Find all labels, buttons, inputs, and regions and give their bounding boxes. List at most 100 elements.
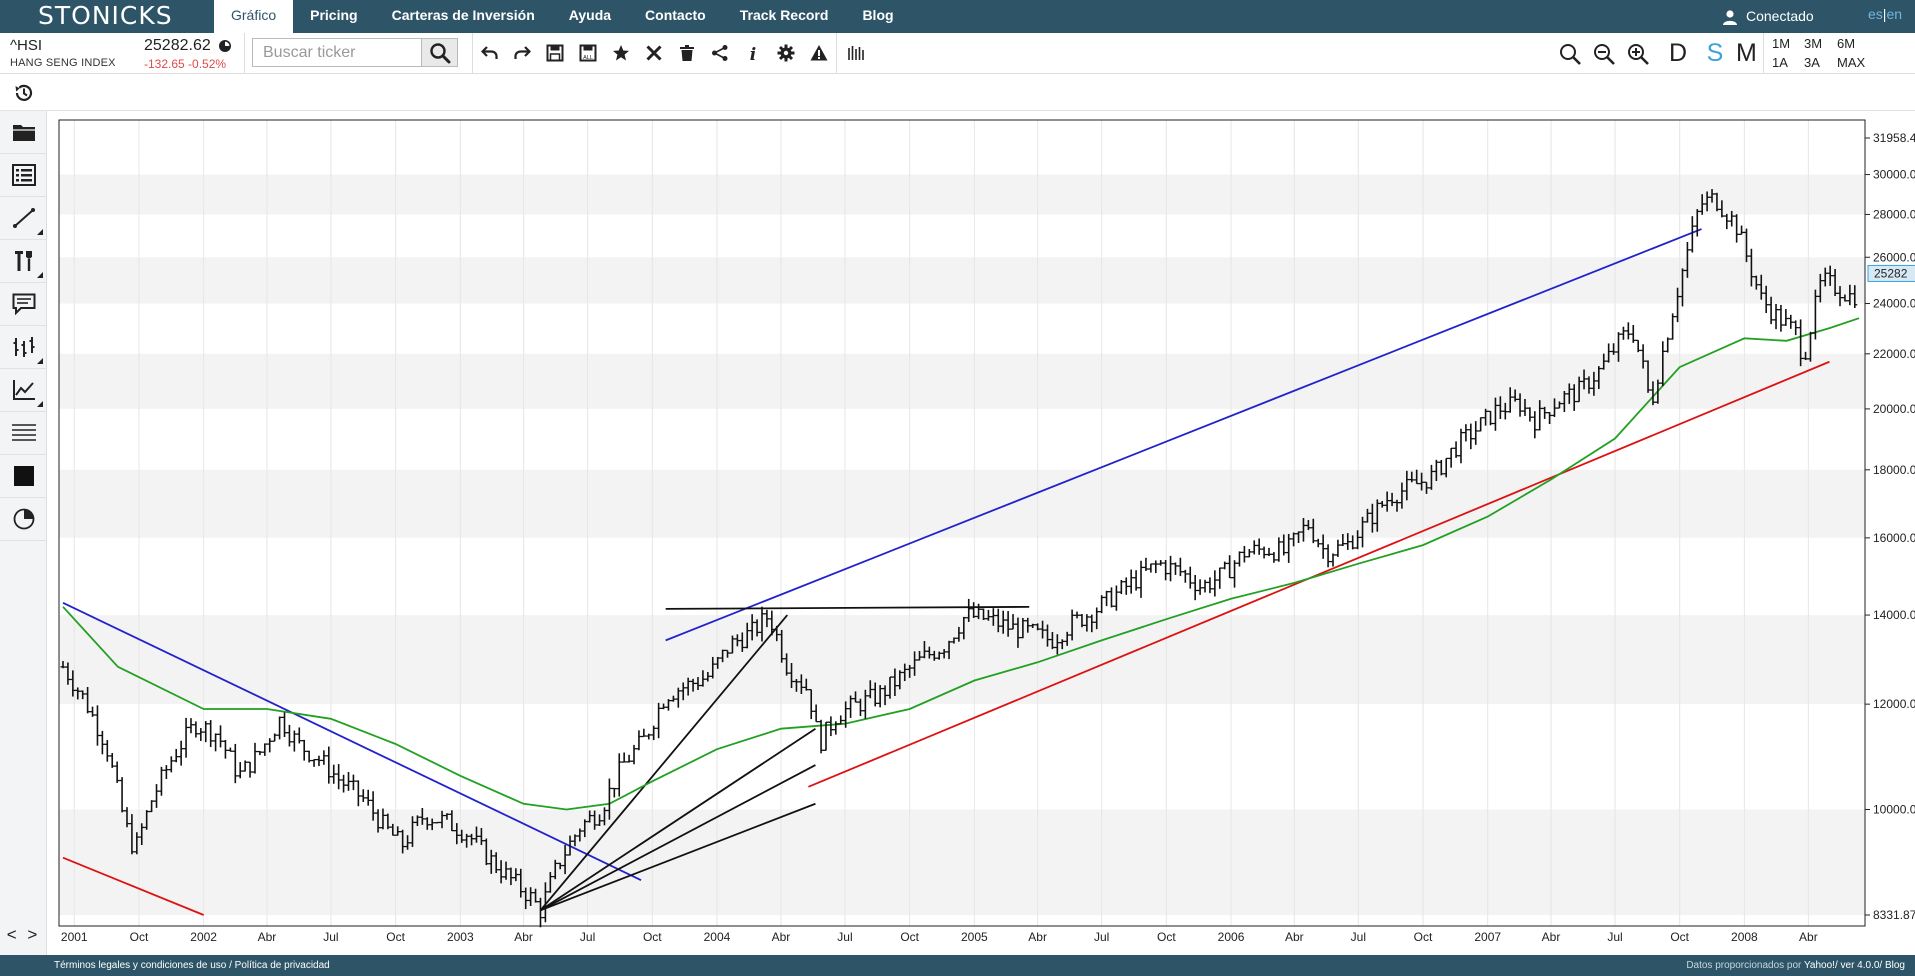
range-1m-button[interactable]: 1M: [1772, 36, 1791, 51]
range-1a-button[interactable]: 1A: [1772, 55, 1788, 70]
star-icon[interactable]: [610, 42, 632, 64]
sidebar-item-comment[interactable]: [0, 283, 47, 326]
sidebar-item-list[interactable]: [0, 154, 47, 197]
save-icon[interactable]: [544, 42, 566, 64]
gear-icon[interactable]: [775, 42, 797, 64]
user-status[interactable]: Conectado: [1722, 0, 1814, 33]
top-nav: STONICKS Gráfico Pricing Carteras de Inv…: [0, 0, 1915, 33]
comment-icon: [12, 293, 35, 315]
horizontal-lines-icon: [11, 424, 36, 441]
trend-line: [540, 802, 816, 912]
period-weekly-button[interactable]: S: [1697, 38, 1733, 78]
x-tick-label: Oct: [1670, 930, 1689, 944]
x-tick-label: 2002: [190, 930, 217, 944]
submenu-indicator: [37, 229, 43, 235]
chart-area[interactable]: 31958.4 30000.0 28000.0 26000.0 24000.0 22000…: [57, 118, 1915, 945]
lang-en-link[interactable]: en: [1886, 6, 1903, 22]
range-6m-button[interactable]: 6M: [1837, 36, 1856, 51]
chart-background-bands: [59, 138, 1865, 915]
svg-text:i: i: [750, 45, 756, 62]
data-source-links[interactable]: Yahoo!/ ver 4.0.0/ Blog: [1804, 960, 1905, 971]
x-tick-label: 2004: [704, 930, 731, 944]
warning-icon[interactable]: [808, 42, 830, 64]
folder-icon: [12, 125, 35, 141]
list-icon: [11, 164, 36, 186]
chart-line-icon: [12, 380, 35, 400]
nav-tab-contacto[interactable]: Contacto: [645, 7, 706, 23]
sidebar-item-tools[interactable]: [0, 240, 47, 283]
user-icon: [1723, 9, 1737, 25]
submenu-indicator: [37, 358, 43, 364]
nav-tab-track-record[interactable]: Track Record: [739, 7, 829, 23]
sidebar-item-open[interactable]: [0, 111, 47, 154]
footer: Términos legales y condiciones de uso / …: [0, 955, 1915, 976]
period-monthly-button[interactable]: M: [1736, 39, 1757, 67]
svg-text:ALL: ALL: [583, 55, 593, 61]
nav-tab-pricing[interactable]: Pricing: [310, 7, 358, 23]
y-tick-label: 12000.0: [1873, 697, 1915, 711]
x-tick-label: Abr: [1285, 930, 1304, 944]
zoom-out-icon[interactable]: [1592, 42, 1616, 66]
undo-icon[interactable]: [479, 42, 501, 64]
nav-tab-grafico[interactable]: Gráfico: [214, 0, 294, 33]
range-max-button[interactable]: MAX: [1837, 55, 1866, 70]
vertical-gridlines: [73, 120, 1809, 926]
data-source-label: Datos proporcionados por: [1686, 960, 1802, 971]
x-tick-label: Jul: [580, 930, 595, 944]
save-all-icon[interactable]: ALL: [577, 42, 599, 64]
zoom-in-icon[interactable]: [1626, 42, 1650, 66]
search-button[interactable]: [421, 38, 458, 67]
background-band: [59, 174, 1865, 215]
submenu-indicator: [37, 272, 43, 278]
sidebar-item-line-tool[interactable]: [0, 197, 47, 240]
x-tick-label: 2001: [61, 930, 88, 944]
sidebar-item-indicators[interactable]: [0, 326, 47, 369]
nav-tab-ayuda[interactable]: Ayuda: [568, 7, 612, 23]
y-tick-label: 30000.0: [1873, 168, 1915, 182]
chart-toolbar: ^HSI HANG SENG INDEX 25282.62 -132.65 -0…: [0, 33, 1915, 78]
trash-icon[interactable]: [676, 42, 698, 64]
lang-es-link[interactable]: es: [1868, 6, 1883, 22]
price-bars-layer: [60, 189, 1858, 928]
share-icon[interactable]: [709, 42, 731, 64]
info-icon[interactable]: i: [742, 42, 764, 64]
y-tick-label: 10000.0: [1873, 803, 1915, 817]
history-icon[interactable]: [13, 82, 35, 104]
background-band: [59, 138, 1865, 175]
drawings-layer[interactable]: [62, 228, 1830, 916]
y-tick-label: 28000.0: [1873, 207, 1915, 221]
y-tick-label: 31958.4: [1873, 131, 1915, 145]
y-tick-label: 18000.0: [1873, 463, 1915, 477]
y-tick-label: 8331.87: [1873, 908, 1915, 922]
nav-tab-blog[interactable]: Blog: [862, 7, 894, 23]
sidebar-item-chart-line[interactable]: [0, 369, 47, 412]
bars-icon[interactable]: [845, 42, 867, 64]
sidebar-collapse-button[interactable]: < >: [6, 925, 41, 944]
trend-line: [539, 614, 788, 911]
x-tick-label: 2006: [1218, 930, 1245, 944]
range-3m-button[interactable]: 3M: [1804, 36, 1823, 51]
zoom-fit-icon[interactable]: [1558, 42, 1582, 66]
current-price-box: [1867, 264, 1915, 282]
sidebar-item-pie[interactable]: [0, 498, 47, 541]
price-chart[interactable]: 31958.4 30000.0 28000.0 26000.0 24000.0 22000…: [57, 118, 1915, 945]
close-icon[interactable]: [643, 42, 665, 64]
nav-tab-carteras[interactable]: Carteras de Inversión: [391, 7, 535, 23]
x-tick-label: 2003: [447, 930, 474, 944]
redo-icon[interactable]: [511, 42, 533, 64]
background-band: [59, 704, 1865, 810]
current-price-label: 25282: [1874, 266, 1908, 280]
range-3a-button[interactable]: 3A: [1804, 55, 1820, 70]
brand-logo[interactable]: STONICKS: [38, 1, 173, 30]
trend-line: [540, 764, 816, 912]
trend-line: [808, 360, 1830, 788]
sidebar-item-color[interactable]: [0, 455, 47, 498]
period-daily-button[interactable]: D: [1669, 39, 1688, 67]
x-tick-label: Abr: [1799, 930, 1818, 944]
x-axis: 2001 Oct 2002 Abr Jul Oct 2003 Abr Jul Oct 2004 Abr…: [61, 930, 1818, 944]
ticker-search-input[interactable]: [252, 38, 422, 67]
legal-terms-link[interactable]: Términos legales y condiciones de uso: [54, 960, 227, 971]
footer-data-source: Datos proporcionados por Yahoo!/ ver 4.0…: [1686, 955, 1905, 976]
sidebar-item-horizontal-lines[interactable]: [0, 412, 47, 455]
privacy-policy-link[interactable]: Política de privacidad: [234, 960, 330, 971]
